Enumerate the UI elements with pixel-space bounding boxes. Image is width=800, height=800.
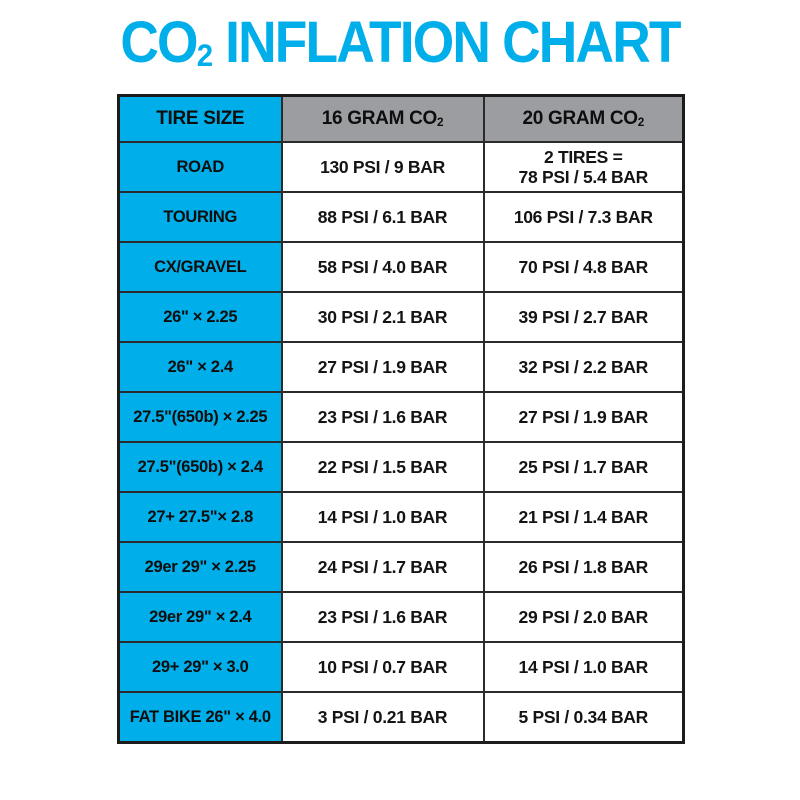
psi-20g-cell: 32 PSI / 2.2 BAR	[482, 341, 685, 393]
column-header-tire-size: TIRE SIZE	[117, 94, 283, 143]
psi-16g-cell: 30 PSI / 2.1 BAR	[280, 291, 485, 343]
psi-20g-cell: 5 PSI / 0.34 BAR	[482, 691, 685, 744]
psi-16g-cell: 23 PSI / 1.6 BAR	[280, 391, 485, 443]
psi-20g-cell: 29 PSI / 2.0 BAR	[482, 591, 685, 643]
psi-16g-cell: 3 PSI / 0.21 BAR	[280, 691, 485, 744]
table-row-fat-bike: FAT BIKE 26" × 4.0 3 PSI / 0.21 BAR 5 PS…	[117, 691, 685, 744]
tire-size-cell: 26" × 2.4	[117, 341, 283, 393]
tire-size-cell: 29er 29" × 2.25	[117, 541, 283, 593]
table-row-26x24: 26" × 2.4 27 PSI / 1.9 BAR 32 PSI / 2.2 …	[117, 341, 685, 393]
title-subscript-2: 2	[196, 36, 213, 73]
inflation-table: TIRE SIZE 16 GRAM CO2 20 GRAM CO2 ROAD 1…	[117, 94, 685, 744]
psi-16g-cell: 130 PSI / 9 BAR	[280, 141, 485, 193]
psi-20g-cell: 25 PSI / 1.7 BAR	[482, 441, 685, 493]
title-co: CO	[120, 10, 198, 75]
tire-size-cell: TOURING	[117, 191, 283, 243]
table-row-29er-x24: 29er 29" × 2.4 23 PSI / 1.6 BAR 29 PSI /…	[117, 591, 685, 643]
table-row-cx-gravel: CX/GRAVEL 58 PSI / 4.0 BAR 70 PSI / 4.8 …	[117, 241, 685, 293]
table-row-275-650b-x24: 27.5"(650b) × 2.4 22 PSI / 1.5 BAR 25 PS…	[117, 441, 685, 493]
table-row-27plus-x28: 27+ 27.5"× 2.8 14 PSI / 1.0 BAR 21 PSI /…	[117, 491, 685, 543]
header-16-text: 16 GRAM CO	[321, 108, 438, 129]
tire-size-cell: 27+ 27.5"× 2.8	[117, 491, 283, 543]
psi-20g-cell: 21 PSI / 1.4 BAR	[482, 491, 685, 543]
tire-size-cell: CX/GRAVEL	[117, 241, 283, 293]
header-row: TIRE SIZE 16 GRAM CO2 20 GRAM CO2	[117, 94, 685, 143]
psi-16g-cell: 23 PSI / 1.6 BAR	[280, 591, 485, 643]
psi-16g-cell: 14 PSI / 1.0 BAR	[280, 491, 485, 543]
psi-20g-cell: 39 PSI / 2.7 BAR	[482, 291, 685, 343]
column-header-20-gram: 20 GRAM CO2	[482, 94, 685, 143]
header-20-subscript: 2	[637, 116, 645, 130]
table-row-road: ROAD 130 PSI / 9 BAR 2 TIRES = 78 PSI / …	[117, 141, 685, 193]
psi-20g-cell: 27 PSI / 1.9 BAR	[482, 391, 685, 443]
psi-16g-cell: 24 PSI / 1.7 BAR	[280, 541, 485, 593]
tire-size-cell: ROAD	[117, 141, 283, 193]
psi-20g-cell: 106 PSI / 7.3 BAR	[482, 191, 685, 243]
header-16-subscript: 2	[437, 116, 444, 130]
table-row-29er-x225: 29er 29" × 2.25 24 PSI / 1.7 BAR 26 PSI …	[117, 541, 685, 593]
psi-20g-cell: 26 PSI / 1.8 BAR	[482, 541, 685, 593]
tire-size-cell: 26" × 2.25	[117, 291, 283, 343]
header-20-text: 20 GRAM CO	[522, 108, 639, 129]
column-header-16-gram: 16 GRAM CO2	[280, 94, 485, 143]
table-row-29plus-x30: 29+ 29" × 3.0 10 PSI / 0.7 BAR 14 PSI / …	[117, 641, 685, 693]
psi-20g-cell: 14 PSI / 1.0 BAR	[482, 641, 685, 693]
tire-size-cell: 27.5"(650b) × 2.4	[117, 441, 283, 493]
psi-16g-cell: 27 PSI / 1.9 BAR	[280, 341, 485, 393]
tire-size-cell: 27.5"(650b) × 2.25	[117, 391, 283, 443]
psi-16g-cell: 10 PSI / 0.7 BAR	[280, 641, 485, 693]
psi-16g-cell: 88 PSI / 6.1 BAR	[280, 191, 485, 243]
title-rest: INFLATION CHART	[212, 10, 681, 75]
tire-size-cell: 29er 29" × 2.4	[117, 591, 283, 643]
psi-20g-cell: 70 PSI / 4.8 BAR	[482, 241, 685, 293]
psi-20g-cell: 2 TIRES = 78 PSI / 5.4 BAR	[482, 141, 685, 193]
psi-16g-cell: 22 PSI / 1.5 BAR	[280, 441, 485, 493]
table-row-275-650b-x225: 27.5"(650b) × 2.25 23 PSI / 1.6 BAR 27 P…	[117, 391, 685, 443]
psi-16g-cell: 58 PSI / 4.0 BAR	[280, 241, 485, 293]
tire-size-cell: FAT BIKE 26" × 4.0	[117, 691, 283, 744]
table-row-26x225: 26" × 2.25 30 PSI / 2.1 BAR 39 PSI / 2.7…	[117, 291, 685, 343]
page-title: CO2 INFLATION CHART	[32, 6, 768, 88]
table-row-touring: TOURING 88 PSI / 6.1 BAR 106 PSI / 7.3 B…	[117, 191, 685, 243]
tire-size-cell: 29+ 29" × 3.0	[117, 641, 283, 693]
